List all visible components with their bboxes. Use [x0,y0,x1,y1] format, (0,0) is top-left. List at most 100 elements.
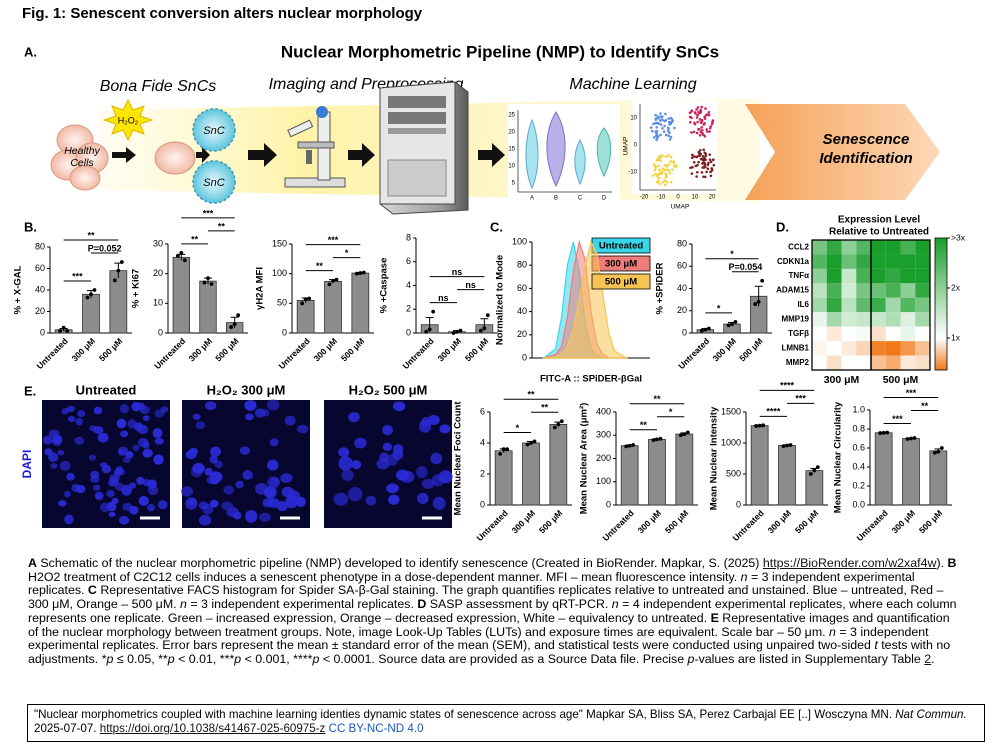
y-tick-label: 60 [677,261,687,271]
nucleus [432,496,446,510]
y-tick-label: 20 [517,329,527,339]
nucleus [430,452,443,465]
nucleus [417,492,429,504]
umap-point [709,160,713,164]
heatmap-cell [900,283,916,298]
text-link[interactable]: https://doi.org/10.1038/s41467-025-60975… [99,722,326,735]
y-tick-label: 300 [596,430,611,440]
nucleus [74,436,85,445]
x-axis-label: FITC-A :: SPiDER-βGal [540,374,642,385]
row-label: CCL2 [788,242,809,251]
heatmap-cell [885,312,901,327]
tick-label: 20 [508,130,515,136]
text-run: Schematic of the nuclear morphometric pi… [36,556,763,570]
computer [379,81,469,215]
heatmap-cell [856,240,871,255]
data-point [706,326,711,331]
panel-label: B. [24,219,37,234]
nucleus [232,511,242,520]
data-point [112,278,117,283]
y-axis-label: % + Ki67 [131,269,142,308]
heatmap-cell [885,283,901,298]
y-axis-label: Mean Nuclear Intensity [709,406,720,510]
heatmap-cell [812,254,827,269]
nucleus [259,512,271,522]
y-axis-label: Mean Nuclear Circularity [833,401,844,513]
data-point [431,309,436,314]
nucleus [136,476,145,485]
umap-point [708,130,711,133]
data-point [451,331,456,335]
data-point [936,449,941,454]
umap-point [696,163,699,167]
heatmap-cell [812,297,827,313]
umap-point [691,153,694,157]
umap-point [699,121,703,125]
text-run: = 4 independent experimental replicates,… [28,597,957,625]
heatmap-cell [885,268,901,284]
umap-point [658,172,661,176]
y-axis-label: % + X-GAL [13,265,24,314]
nucleus [64,514,74,525]
data-point [482,326,487,331]
umap-point [700,126,703,129]
umap-point [657,179,660,183]
umap-point [651,174,655,177]
data-point [236,313,241,318]
axis-label: UMAP [671,204,690,211]
nucleus [382,424,393,436]
umap-point [664,133,668,137]
nucleus [210,446,221,457]
tick-label: A [530,196,534,202]
nucleus [439,424,451,434]
data-point [331,278,335,283]
row-label: MMP2 [786,358,810,367]
y-tick-label: 80 [517,260,527,270]
umap-point [688,120,692,124]
text-link[interactable]: 2 [924,651,932,666]
violin-plot: 25 20 15 10 5 A B C D [508,104,620,202]
umap-point [664,155,668,158]
arrow [348,143,375,167]
nucleus [204,467,213,476]
umap-point [703,175,707,179]
data-point [753,302,758,306]
y-axis-label: Mean Nuclear Foci Count [453,401,464,516]
legend-swatch [591,273,651,290]
data-point [761,423,766,428]
y-tick-label: 4 [480,437,485,447]
nucleus [235,480,244,489]
umap-point [673,126,676,130]
y-tick-label: 0 [40,327,45,337]
umap-point [708,126,712,130]
data-point [206,276,210,281]
text-run: < 0.01, *** [174,651,235,666]
tick-label: 10 [630,116,637,122]
nucleus [99,462,108,468]
arrow [112,147,136,163]
umap-point [701,154,705,158]
text-run: Representative FACS histogram for Spider… [28,583,944,612]
data-point [912,436,917,440]
y-tick-label: 0 [522,352,527,362]
heatmap-cell [900,312,916,327]
heatmap-cell [915,283,930,298]
significance-label: ns [438,293,449,303]
nucleus [127,419,137,429]
data-point [932,450,937,455]
nucleus [63,490,71,498]
y-tick-label: 6 [480,406,485,416]
heatmap-cell [826,312,842,327]
text-i: p [106,651,114,666]
nucleus [67,415,76,423]
heatmap-cell [871,326,886,342]
h2o2-label: H₂O₂ [118,115,139,125]
significance-label: ns [452,267,463,277]
data-point [427,327,432,332]
row-label: LMNB1 [781,343,809,352]
x-tick-label: 300 μM [711,336,738,363]
text-link[interactable]: https://BioRender.com/w2xaf4w [762,556,937,570]
nucleus [94,491,104,501]
nucleus [269,477,280,486]
heatmap-cell [826,341,842,356]
